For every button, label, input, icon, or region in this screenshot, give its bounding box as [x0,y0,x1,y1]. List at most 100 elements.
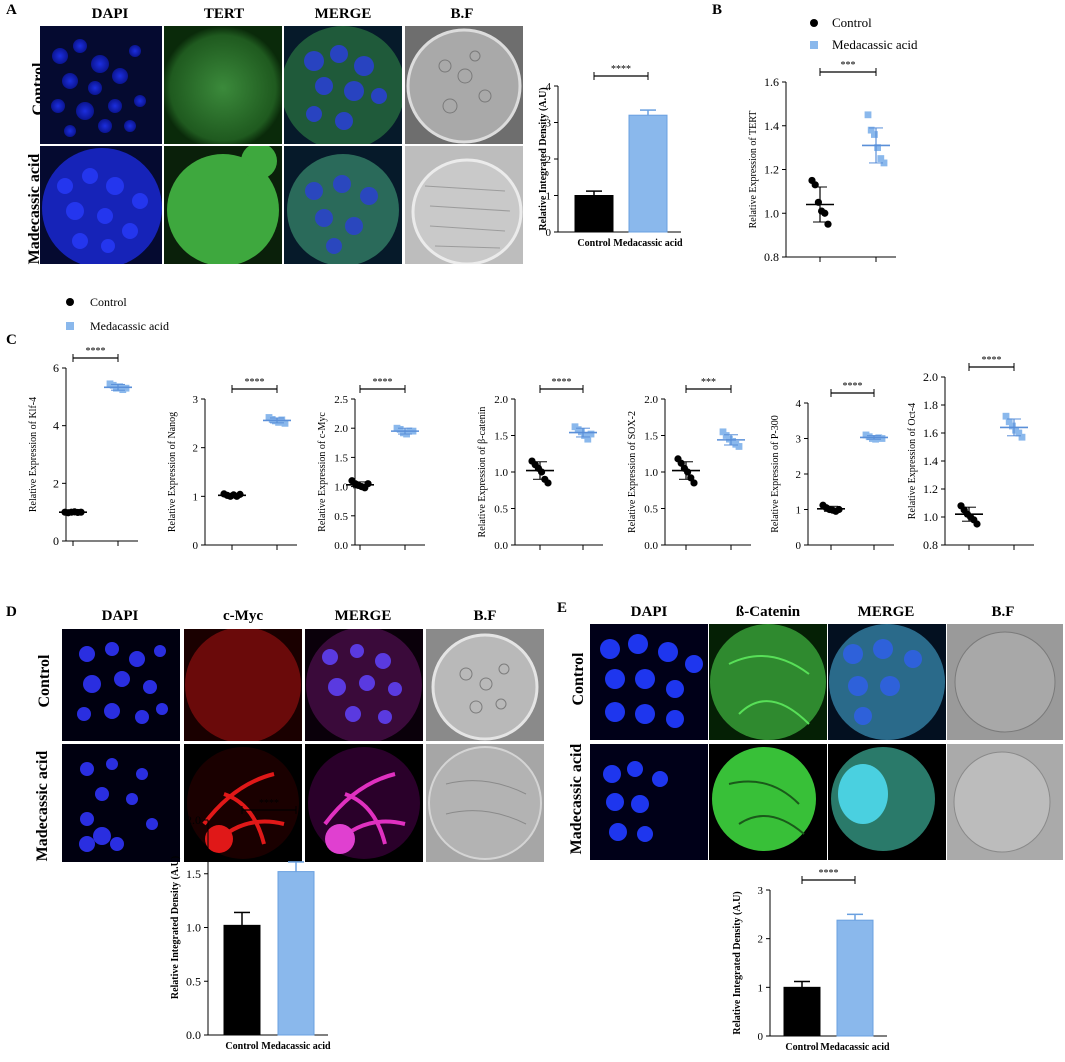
C-nanog-ytick-label: 3 [193,394,199,406]
A-bar-bar-control [574,195,614,233]
C-catenin-sig-label: **** [552,377,572,388]
C-sox2-ytick-label: 1.0 [644,467,658,479]
A-bar-ytick-label: 3 [546,118,552,130]
C-catenin-ytick-label: 1.0 [494,467,508,479]
C-cmyc-point-control [364,480,372,488]
C-oct4-ytick-label: 1.8 [923,398,938,412]
d-bf-madecassic [426,744,544,862]
B-scatter-point-treated [864,111,872,119]
C-catenin-ytick-label: 2.0 [494,394,508,406]
e-col-dapi: DAPI [630,604,668,620]
panel-label-e: E [557,600,568,616]
D-bar-ytick-label: 0.0 [186,1028,201,1042]
A-bar-sig-label: **** [611,64,631,75]
C-oct4-ytick-label: 1.2 [923,482,938,496]
A-bar-ytick-label: 4 [546,81,552,93]
a-dapi-madecassic [40,146,162,264]
e-catenin-madecassic [709,744,827,860]
C-p300-ytick-label: 3 [796,434,802,446]
panel-label-d: D [6,604,17,620]
C-p300-ytick-label: 4 [796,398,802,410]
a-col-tert: TERT [203,6,245,22]
C-nanog-point-control [236,490,244,498]
a-dapi-control [40,26,162,144]
A-bar-ytick-label: 2 [546,154,552,166]
a-col-bf: B.F [450,6,474,22]
C-nanog-ytick-label: 2 [193,443,199,455]
legend-c-control-label: Control [90,295,127,309]
d-col-bf: B.F [473,608,497,624]
legend-c-control-marker [66,298,74,306]
C-cmyc-point-treated [396,425,404,433]
panel-label-c: C [6,332,17,348]
d-merge-madecassic [305,744,423,862]
C-p300-sig-label: **** [843,381,863,392]
B-scatter-ytick-label: 0.8 [764,250,779,264]
C-oct4-point-treated [1018,433,1026,441]
panel-label-b: B [712,2,723,18]
D-bar-bar-control [223,924,261,1036]
C-p300-ytick-label: 0 [796,540,802,552]
E-bar-sig-label: **** [819,868,839,879]
C-oct4-point-treated [1002,412,1010,420]
C-p300-ytick-label: 2 [796,469,802,481]
C-catenin-ytick-label: 0.0 [494,540,508,552]
a-col-merge: MERGE [314,6,372,22]
A-bar-xtick-label: Control [577,238,610,249]
E-bar-ytick-label: 0 [758,1031,764,1043]
E-bar-xtick-label: Control [785,1042,818,1053]
C-catenin-ylabel: Relative Expression of β-catenin [477,407,488,538]
D-bar-ylabel: Relative Integrated Density (A.U) [170,856,181,999]
legend-b-control-label: Control [832,15,872,30]
C-sox2-point-control [690,479,698,487]
legend-b-treated-label: Medacassic acid [832,37,918,52]
A-bar-xtick-label: Medacassic acid [613,238,683,249]
C-klf4-ytick-label: 6 [53,361,59,375]
E-bar-bar-treated [836,919,874,1037]
B-scatter-point-treated [871,131,878,138]
B-scatter-ytick-label: 1.0 [764,206,779,220]
C-oct4-ytick-label: 1.0 [923,510,938,524]
C-klf4-sig-label: **** [86,346,106,357]
a-bf-control [405,26,523,144]
C-cmyc-sig-label: **** [373,377,393,388]
C-sox2-ytick-label: 0.5 [644,504,658,516]
C-klf4-ytick-label: 4 [53,419,59,433]
C-oct4-ytick-label: 0.8 [923,538,938,552]
D-bar-sig-label: **** [259,798,279,809]
C-catenin-point-treated [587,430,595,438]
A-bar-ytick-label: 1 [546,191,552,203]
legend-c: Control Medacassic acid [66,290,169,338]
B-scatter-point-treated [874,144,881,152]
C-klf4-ylabel: Relative Expression of Klf-4 [28,397,39,512]
D-bar-ytick-label: 0.5 [186,974,201,988]
B-scatter-point-treated [867,126,875,134]
C-oct4-ylabel: Relative Expression of Oct-4 [907,403,918,519]
a-col-dapi: DAPI [91,6,129,22]
e-col-catenin: ß-Catenin [735,604,801,620]
d-bf-control [426,629,544,741]
a-bf-madecassic [405,146,523,264]
C-cmyc-ytick-label: 0.5 [334,511,348,523]
D-bar-ytick-label: 1.0 [186,921,201,935]
legend-b-control-marker [810,19,818,27]
d-col-merge: MERGE [334,608,392,624]
C-catenin-ytick-label: 1.5 [494,431,508,443]
legend-b: Control Medacassic acid [810,12,918,56]
C-nanog-point-treated [281,419,289,427]
D-bar-xtick-label: Medacassic acid [261,1041,331,1052]
d-col-dapi: DAPI [101,608,139,624]
e-dapi-madecassic [590,744,708,860]
B-scatter-ytick-label: 1.2 [764,163,779,177]
C-cmyc-ytick-label: 1.5 [334,452,348,464]
C-sox2-point-treated [735,443,743,450]
D-bar-ytick-label: 1.5 [186,867,201,881]
C-oct4-point-treated [1009,422,1016,430]
d-dapi-control [62,629,180,741]
e-col-merge: MERGE [857,604,915,620]
C-cmyc-ytick-label: 2.0 [334,423,348,435]
C-oct4-point-treated [1015,429,1023,437]
C-oct4-ytick-label: 1.6 [923,426,938,440]
B-scatter-ytick-label: 1.6 [764,75,779,89]
